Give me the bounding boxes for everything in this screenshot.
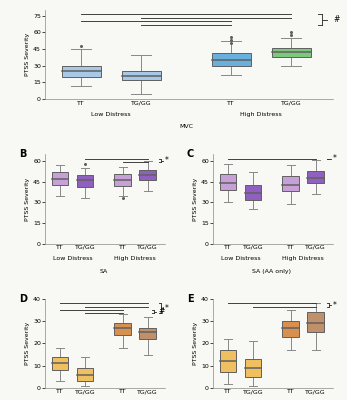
Bar [245,184,261,200]
Text: *: * [333,154,337,163]
Text: Low Distress: Low Distress [53,256,92,261]
Bar [139,328,156,339]
Bar [220,350,236,372]
Bar [282,321,299,337]
Text: E: E [187,294,193,304]
Y-axis label: PTSS Severity: PTSS Severity [25,33,30,76]
Y-axis label: PTSS Severity: PTSS Severity [193,177,198,221]
Text: SA (AA only): SA (AA only) [252,268,291,274]
Y-axis label: PTSS Severity: PTSS Severity [25,322,30,365]
Text: C: C [187,149,194,159]
Bar [282,176,299,192]
Text: *: * [333,300,337,310]
Text: #: # [333,15,339,24]
Text: D: D [19,294,27,304]
Bar [272,48,311,57]
Bar [220,174,236,190]
Bar [115,323,131,334]
Bar [245,359,261,377]
Text: B: B [19,149,26,159]
Bar [62,66,101,77]
Text: MVC: MVC [179,124,193,129]
Bar [52,172,68,184]
Text: High Distress: High Distress [114,256,156,261]
Text: High Distress: High Distress [240,112,282,117]
Text: SA: SA [100,268,108,274]
Bar [115,174,131,186]
Text: *: * [165,156,169,165]
Bar [212,54,251,66]
Text: Low Distress: Low Distress [91,112,131,117]
Text: Low Distress: Low Distress [221,256,261,261]
Y-axis label: PTSS Severity: PTSS Severity [25,177,30,221]
Bar [307,312,324,332]
Bar [52,357,68,370]
Bar [77,175,93,187]
Bar [77,368,93,381]
Y-axis label: PTSS Severity: PTSS Severity [193,322,198,365]
Text: #: # [158,307,164,316]
Bar [307,171,324,183]
Text: *: * [165,304,169,313]
Bar [121,71,161,80]
Bar [139,170,156,180]
Text: High Distress: High Distress [282,256,324,261]
